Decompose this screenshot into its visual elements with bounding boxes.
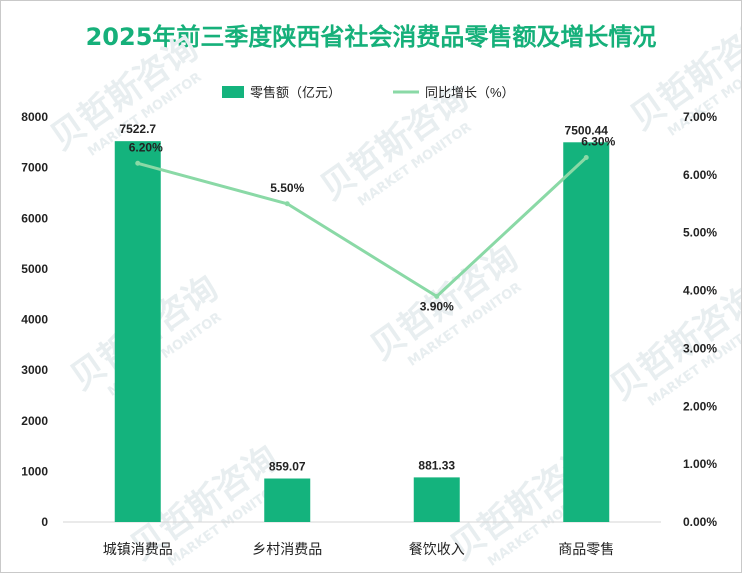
line-data-label: 6.20% [129, 140, 163, 154]
left-axis-tick-label: 3000 [21, 363, 48, 377]
bar [264, 478, 311, 522]
right-axis-tick-label: 3.00% [683, 341, 717, 355]
bar-data-label: 859.07 [269, 460, 306, 474]
left-axis-tick-label: 1000 [21, 464, 48, 478]
left-axis-tick-label: 6000 [21, 211, 48, 225]
line-point [135, 160, 141, 166]
x-axis-tick-label: 商品零售 [558, 541, 614, 557]
bar [563, 142, 610, 522]
left-axis-tick-label: 0 [41, 515, 48, 529]
line-data-label: 3.90% [420, 299, 454, 313]
line-data-label: 5.50% [270, 181, 304, 195]
bar [413, 477, 460, 522]
legend-swatch-bar [222, 86, 244, 98]
chart-title: 2025年前三季度陕西省社会消费品零售额及增长情况 [85, 23, 657, 51]
left-axis-tick-label: 2000 [21, 414, 48, 428]
growth-line [137, 156, 588, 298]
left-axis-tick-label: 8000 [21, 110, 48, 124]
left-axis-tick-label: 4000 [21, 313, 48, 327]
right-axis-tick-label: 4.00% [683, 284, 717, 298]
line-point [284, 201, 290, 207]
left-axis-tick-label: 5000 [21, 262, 48, 276]
right-axis-tick-label: 0.00% [683, 515, 717, 529]
left-axis-tick-label: 7000 [21, 161, 48, 175]
x-axis-tick-label: 餐饮收入 [409, 541, 465, 557]
line-data-label: 6.30% [581, 135, 615, 149]
right-axis-tick-label: 6.00% [683, 168, 717, 182]
legend-label-line: 同比增长（%） [425, 85, 515, 100]
x-axis-tick-label: 城镇消费品 [103, 541, 173, 557]
right-axis-tick-label: 5.00% [683, 226, 717, 240]
line-point [583, 155, 589, 160]
right-axis-tick-label: 7.00% [683, 110, 717, 124]
bar-data-label: 7522.7 [119, 122, 156, 136]
right-axis-tick-label: 2.00% [683, 399, 717, 413]
bar [114, 141, 161, 522]
line-point [434, 293, 440, 299]
x-axis-tick-label: 乡村消费品 [252, 541, 322, 557]
right-axis-tick-label: 1.00% [683, 457, 717, 471]
bar-data-label: 881.33 [418, 458, 455, 472]
legend-label-bar: 零售额（亿元） [250, 85, 341, 100]
bar-data-label: 7500.44 [565, 123, 609, 137]
